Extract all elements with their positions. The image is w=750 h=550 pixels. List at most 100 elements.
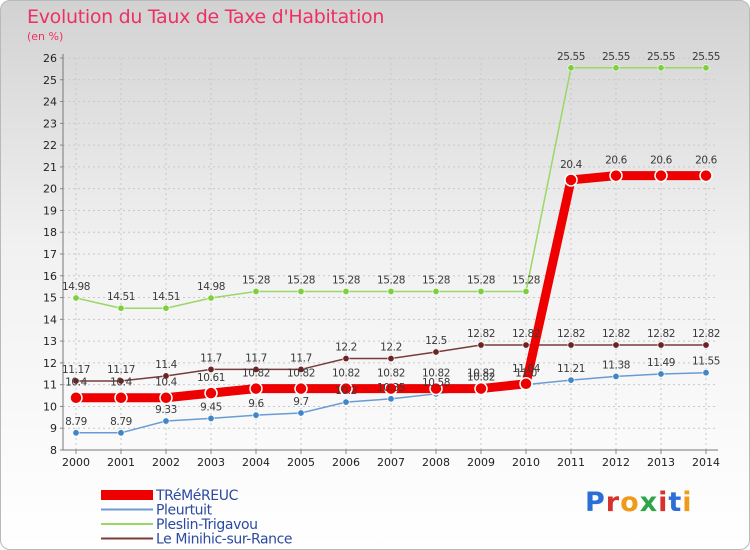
data-point: [657, 64, 665, 72]
data-label: 11.38: [602, 359, 630, 371]
data-point: [612, 372, 620, 380]
data-label: 11.17: [62, 364, 90, 376]
data-point: [294, 381, 308, 396]
data-label: 12.2: [335, 342, 357, 354]
data-label: 20.6: [605, 155, 627, 167]
legend-label: Le Minihic-sur-Rance: [156, 532, 292, 548]
grid: [63, 57, 718, 451]
data-label: 9.6: [248, 398, 264, 410]
y-tick-label: 21: [43, 161, 57, 174]
series-3: [72, 341, 710, 385]
data-point: [252, 365, 260, 373]
y-tick-label: 25: [43, 74, 57, 87]
data-label: 10.4: [110, 377, 132, 389]
data-point: [612, 64, 620, 72]
data-point: [207, 294, 215, 302]
data-point: [477, 341, 485, 349]
data-point: [702, 64, 710, 72]
data-point: [432, 287, 440, 295]
legend-label: Pleurtuit: [156, 503, 213, 519]
data-point: [429, 381, 443, 396]
y-tick-label: 12: [43, 357, 57, 370]
y-tick-label: 24: [43, 96, 57, 109]
data-label: 12.82: [512, 328, 540, 340]
x-tick-label: 2014: [692, 456, 720, 469]
data-point: [699, 168, 713, 183]
data-label: 11.49: [647, 357, 675, 369]
data-label: 14.51: [152, 291, 180, 303]
data-point: [342, 287, 350, 295]
logo-letter: t: [668, 487, 683, 518]
logo-letter: r: [605, 487, 621, 518]
data-label: 12.82: [692, 328, 720, 340]
data-point: [567, 376, 575, 384]
data-label: 12.82: [467, 328, 495, 340]
data-label: 10.4: [155, 377, 177, 389]
data-label: 11.7: [245, 352, 267, 364]
data-label: 9.7: [293, 396, 309, 408]
data-label: 14.51: [107, 291, 135, 303]
data-label: 11.4: [155, 359, 177, 371]
data-label: 12.82: [602, 328, 630, 340]
data-point: [477, 287, 485, 295]
data-point: [342, 398, 350, 406]
logo-letter: x: [639, 487, 659, 518]
proxiti-logo: Proxiti: [585, 487, 693, 518]
data-point: [69, 390, 83, 405]
data-label: 11.7: [200, 352, 222, 364]
data-label: 10.4: [65, 377, 87, 389]
data-label: 25.55: [647, 51, 675, 63]
series-layer: 10.4 10.4 10.4 10.61 10.82 10.82 10.82 10.82 10.…: [62, 51, 720, 437]
data-point: [384, 381, 398, 396]
data-label: 20.4: [560, 159, 582, 171]
data-point: [702, 369, 710, 377]
data-point: [162, 372, 170, 380]
x-tick-label: 2012: [602, 456, 630, 469]
data-label: 15.28: [377, 274, 405, 286]
data-point: [249, 381, 263, 396]
data-label: 10.82: [467, 372, 495, 384]
data-label: 15.28: [332, 274, 360, 286]
data-label: 11.0: [515, 368, 537, 380]
y-tick-label: 18: [43, 226, 57, 239]
data-point: [72, 429, 80, 437]
labels-series-1: 8.79 8.799.33 9.45 9.6 9.710.2 10.35 10.58 10.8…: [65, 356, 720, 428]
chart-title: Evolution du Taux de Taxe d'Habitation: [27, 6, 385, 28]
data-label: 15.28: [242, 274, 270, 286]
series-0: [69, 168, 713, 405]
y-tick-label: 8: [50, 444, 57, 457]
data-point: [522, 287, 530, 295]
data-point: [567, 341, 575, 349]
data-label: 9.45: [200, 401, 222, 413]
data-label: 10.82: [242, 368, 270, 380]
y-tick-label: 17: [43, 248, 57, 261]
data-point: [207, 365, 215, 373]
data-label: 10.82: [332, 368, 360, 380]
logo-letter: i: [658, 487, 669, 518]
data-point: [72, 377, 80, 385]
data-point: [702, 341, 710, 349]
x-tick-label: 2005: [287, 456, 315, 469]
data-point: [432, 348, 440, 356]
x-tick-label: 2013: [647, 456, 675, 469]
y-tick-label: 16: [43, 270, 57, 283]
data-point: [159, 390, 173, 405]
data-point: [657, 370, 665, 378]
y-tick-label: 22: [43, 139, 57, 152]
data-label: 9.33: [155, 404, 177, 416]
x-tick-label: 2006: [332, 456, 360, 469]
data-point: [297, 409, 305, 417]
data-label: 14.98: [197, 281, 225, 293]
data-point: [297, 365, 305, 373]
data-label: 15.28: [287, 274, 315, 286]
data-point: [204, 386, 218, 400]
data-label: 25.55: [692, 51, 720, 63]
data-label: 20.6: [650, 155, 672, 167]
data-point: [252, 411, 260, 419]
legend-label: Pleslin-Trigavou: [156, 517, 258, 533]
data-label: 20.6: [695, 155, 717, 167]
data-point: [297, 287, 305, 295]
logo-letter: o: [620, 487, 640, 518]
data-point: [162, 304, 170, 312]
data-point: [522, 341, 530, 349]
